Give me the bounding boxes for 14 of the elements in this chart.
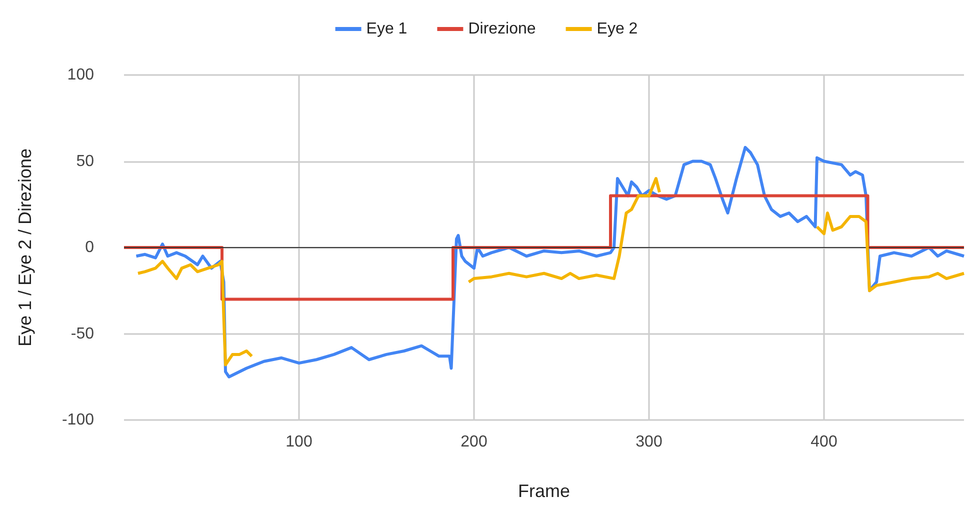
- x-tick-label: 200: [460, 434, 488, 450]
- x-axis-title: Frame: [518, 481, 570, 501]
- y-tick-label: -50: [70, 325, 94, 342]
- legend-label: Eye 2: [596, 20, 638, 38]
- y-tick-label: 50: [76, 152, 94, 170]
- y-tick-label: -100: [62, 412, 94, 428]
- y-tick-label: 0: [85, 239, 94, 256]
- x-tick-label: 400: [810, 434, 838, 450]
- legend-label: Direzione: [468, 20, 536, 38]
- y-tick-label: 100: [67, 66, 94, 84]
- y-axis-title: Eye 1 / Eye 2 / Direzione: [15, 148, 35, 347]
- legend-label: Eye 1: [366, 20, 408, 38]
- x-tick-label: 100: [286, 434, 312, 450]
- x-tick-label: 300: [636, 434, 662, 450]
